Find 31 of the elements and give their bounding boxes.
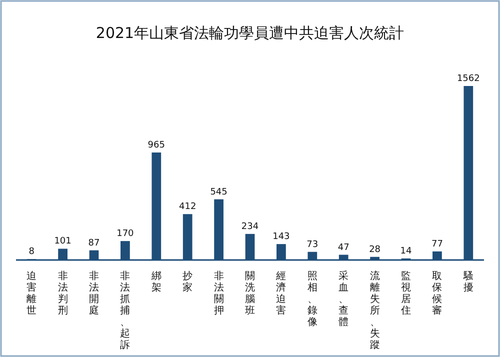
- data-label: 14: [400, 246, 412, 256]
- x-tick-label: 非法判刑: [58, 270, 68, 316]
- x-tick-label: 抄家: [182, 270, 193, 294]
- x-tick-label: 取保候審: [432, 271, 442, 316]
- x-tick-label: 騷擾: [462, 271, 474, 294]
- data-label: 545: [210, 187, 228, 198]
- data-label: 143: [272, 232, 290, 242]
- data-label: 47: [338, 242, 350, 253]
- x-tick-label: 非法關押: [214, 270, 224, 316]
- data-label: 28: [369, 244, 381, 255]
- data-label: 965: [148, 140, 165, 151]
- x-tick-label: 迫害離世: [26, 270, 37, 316]
- data-label: 101: [54, 236, 72, 247]
- data-label: 412: [179, 202, 196, 212]
- data-label: 87: [88, 238, 100, 248]
- x-tick-label: 經濟迫害: [275, 271, 286, 316]
- data-label: 234: [241, 222, 259, 232]
- data-label: 73: [306, 240, 318, 250]
- x-tick-label: 監視居住: [401, 271, 411, 316]
- data-label: 77: [431, 239, 443, 250]
- x-tick-label: 非法抓捕、起訴: [120, 270, 130, 351]
- x-tick-label: 綁架: [150, 270, 162, 294]
- x-tick-label: 流離失所、失蹤: [370, 270, 380, 351]
- x-tick-label: 照相、錄像: [307, 271, 318, 328]
- data-label: 170: [116, 229, 134, 240]
- data-label: 1562: [456, 74, 480, 84]
- x-tick-label: 非法開庭: [89, 270, 99, 316]
- data-label: 8: [28, 247, 35, 258]
- chart-title: 2021年山東省法輪功學員遭中共迫害人次統計: [96, 24, 404, 42]
- x-tick-label: 關洗腦班: [245, 271, 255, 316]
- x-tick-label: 采血、查體: [338, 270, 349, 328]
